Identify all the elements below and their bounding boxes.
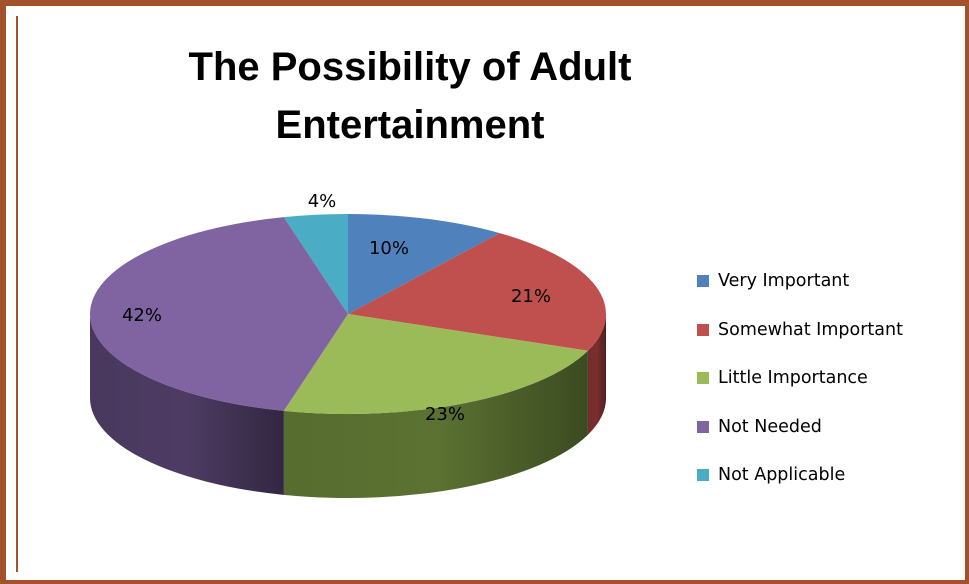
- chart-title-line-1: The Possibility of Adult: [188, 45, 632, 89]
- data-label-little-importance: 23%: [425, 404, 465, 425]
- legend-label-not-needed: Not Needed: [718, 416, 822, 437]
- pie-data-labels: 10% 21% 23% 42% 4%: [122, 191, 551, 425]
- pie-slice-little-importance: [283, 314, 588, 415]
- pie-slice-very-important: [348, 214, 500, 314]
- pie-slice-somewhat-important: [348, 233, 606, 351]
- legend-item-not-needed: Not Needed: [697, 403, 903, 452]
- pie-side-not-needed-shade: [89, 314, 284, 495]
- frame-inner-rule: [16, 16, 957, 572]
- legend-item-not-applicable: Not Applicable: [697, 451, 903, 500]
- data-label-not-needed: 42%: [122, 305, 162, 326]
- legend-swatch-very-important: [697, 275, 709, 288]
- legend-label-somewhat-important: Somewhat Important: [718, 319, 903, 340]
- chart-title: The Possibility of Adult Entertainment: [60, 38, 760, 154]
- legend-item-little-importance: Little Importance: [697, 354, 903, 403]
- chart-legend: Very Important Somewhat Important Little I…: [697, 257, 903, 500]
- data-label-not-applicable: 4%: [308, 191, 337, 212]
- legend-item-very-important: Very Important: [697, 257, 903, 306]
- legend-item-somewhat-important: Somewhat Important: [697, 306, 903, 355]
- pie-side-somewhat-important-shade: [587, 314, 606, 435]
- legend-swatch-not-needed: [697, 420, 709, 433]
- data-label-very-important: 10%: [369, 238, 409, 259]
- legend-label-not-applicable: Not Applicable: [718, 465, 846, 486]
- legend-swatch-not-applicable: [697, 469, 709, 482]
- legend-label-very-important: Very Important: [718, 271, 850, 292]
- pie-slice-not-needed: [90, 217, 348, 411]
- legend-swatch-little-importance: [697, 372, 709, 385]
- legend-label-little-importance: Little Importance: [718, 368, 868, 389]
- data-label-somewhat-important: 21%: [511, 286, 551, 307]
- legend-swatch-somewhat-important: [697, 323, 709, 336]
- chart-title-line-2: Entertainment: [275, 103, 545, 147]
- pie-top-slices: [90, 214, 606, 415]
- pie-side-walls: [89, 314, 606, 498]
- pie-side-little-importance-shade: [283, 350, 588, 498]
- pie-slice-not-applicable: [283, 214, 348, 314]
